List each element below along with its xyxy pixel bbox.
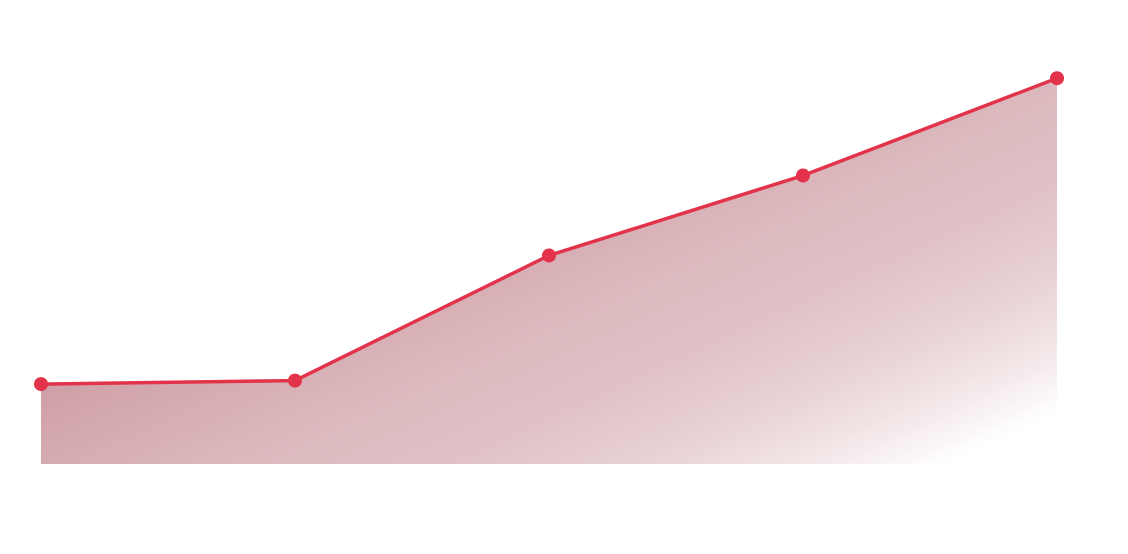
data-point-4[interactable] <box>1050 71 1064 86</box>
data-point-0[interactable] <box>34 377 48 392</box>
area-fill-layer <box>41 78 1057 465</box>
data-point-2[interactable] <box>542 248 556 263</box>
area-fill-series-0 <box>41 78 1057 465</box>
data-point-3[interactable] <box>796 168 810 183</box>
data-point-1[interactable] <box>288 373 302 388</box>
data-points-layer <box>34 71 1064 392</box>
